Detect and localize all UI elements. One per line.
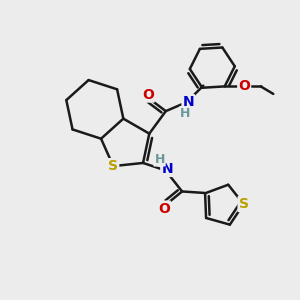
Text: H: H <box>154 153 165 166</box>
Text: S: S <box>108 159 118 173</box>
Text: O: O <box>142 88 154 102</box>
Text: N: N <box>182 95 194 109</box>
Text: O: O <box>158 202 170 216</box>
Text: S: S <box>238 197 248 211</box>
Text: O: O <box>238 80 250 93</box>
Text: H: H <box>180 107 190 120</box>
Text: N: N <box>161 162 173 176</box>
